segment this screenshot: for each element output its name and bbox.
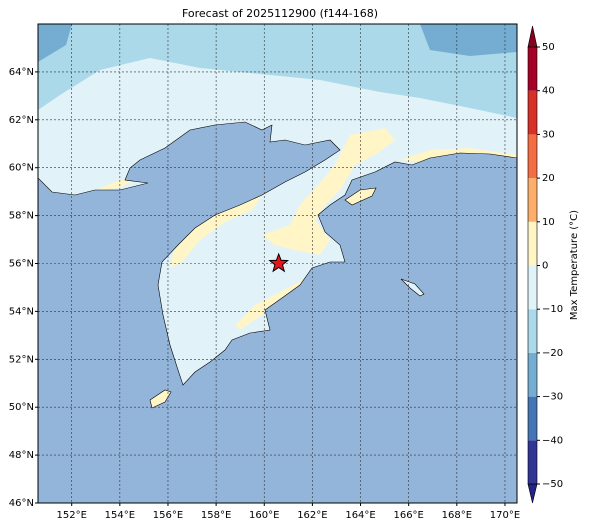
map-title: Forecast of 2025112900 (f144-168)	[182, 7, 378, 20]
colorbar-bin	[528, 178, 537, 222]
x-tick-label: 162°E	[297, 510, 327, 521]
colorbar-tick-label: −50	[542, 479, 563, 490]
colorbar: −50 −40 −30 −20 −10 0 10 20 30 40 50	[527, 25, 563, 504]
y-tick-label: 52°N	[9, 354, 34, 365]
island	[400, 278, 425, 297]
y-tick-label: 46°N	[9, 498, 34, 509]
colorbar-bin	[528, 134, 537, 179]
x-tick-label: 164°E	[345, 510, 375, 521]
colorbar-tick-label: −30	[542, 392, 563, 403]
colorbar-tick-label: −40	[542, 435, 563, 446]
y-tick-label: 62°N	[9, 115, 34, 126]
colorbar-bin	[528, 352, 537, 397]
axis-labels: 152°E 154°E 156°E 158°E 160°E 162°E 164°E 166°E…	[9, 67, 520, 521]
map-area	[38, 24, 517, 503]
x-tick-label: 154°E	[105, 510, 135, 521]
colder-zone	[38, 24, 517, 62]
colorbar-label: Max Temperature (°C)	[569, 210, 580, 320]
colorbar-bin	[528, 396, 537, 441]
colorbar-tick-label: −20	[542, 348, 563, 359]
warm-zone	[262, 128, 395, 255]
colorbar-tick-label: 30	[542, 129, 555, 140]
x-tick-label: 152°E	[56, 510, 86, 521]
colorbar-bin	[528, 309, 537, 353]
colorbar-tick-label: 0	[542, 261, 548, 272]
colorbar-bin	[528, 221, 537, 266]
colorbar-over	[527, 25, 538, 48]
colorbar-bin	[528, 47, 537, 91]
x-tick-label: 166°E	[393, 510, 423, 521]
x-tick-label: 170°E	[490, 510, 520, 521]
y-tick-label: 54°N	[9, 306, 34, 317]
x-tick-label: 156°E	[153, 510, 183, 521]
colorbar-under	[527, 483, 538, 504]
colorbar-tick-label: 10	[542, 217, 555, 228]
station-marker	[268, 252, 290, 273]
colorbar-tick-label: 20	[542, 173, 555, 184]
y-tick-label: 48°N	[9, 450, 34, 461]
colorbar-tick-label: 40	[542, 86, 555, 97]
y-tick-label: 58°N	[9, 211, 34, 222]
x-tick-label: 168°E	[442, 510, 472, 521]
colorbar-bin	[528, 265, 537, 310]
y-tick-label: 56°N	[9, 259, 34, 270]
colorbar-tick-label: −10	[542, 304, 563, 315]
colorbar-tick-label: 50	[542, 42, 555, 53]
y-tick-label: 60°N	[9, 163, 34, 174]
y-tick-label: 50°N	[9, 402, 34, 413]
cold-zone	[38, 24, 517, 118]
colorbar-bin	[528, 90, 537, 135]
warm-zone	[90, 148, 517, 192]
colorbar-bin	[528, 440, 537, 484]
warm-zone	[170, 195, 262, 268]
warm-zone	[235, 275, 312, 330]
y-tick-label: 64°N	[9, 67, 34, 78]
x-tick-label: 158°E	[201, 510, 231, 521]
x-tick-label: 160°E	[249, 510, 279, 521]
